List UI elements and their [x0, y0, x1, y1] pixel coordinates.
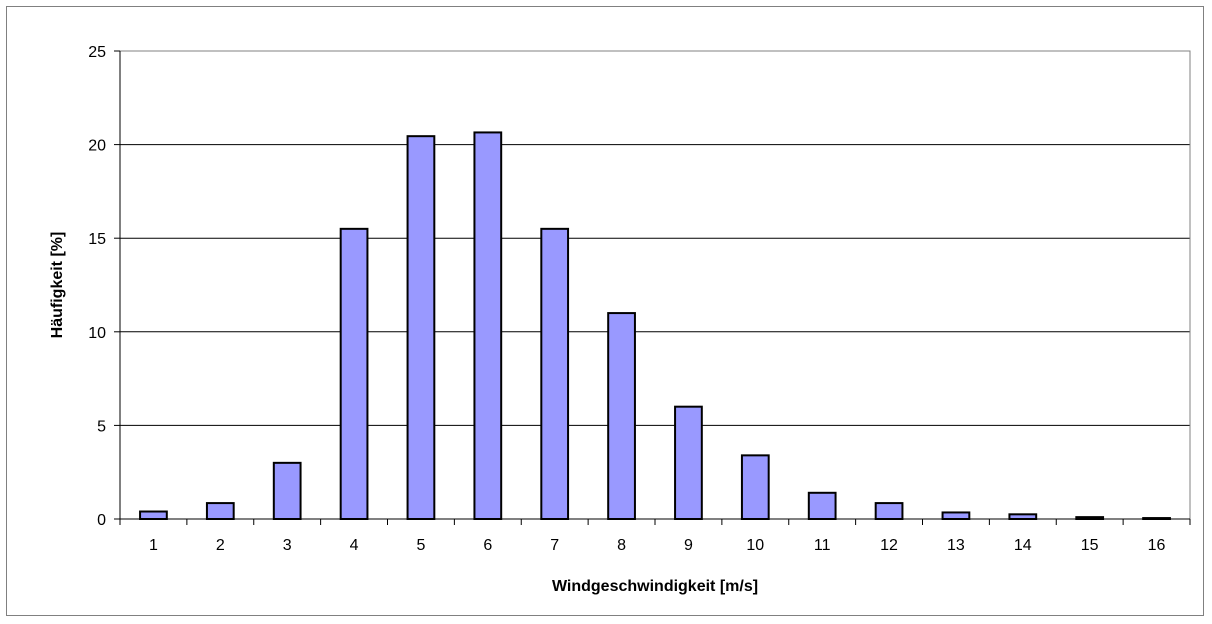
x-tick-label: 11 [814, 537, 831, 554]
x-tick-label: 9 [684, 537, 693, 554]
bar-7 [540, 227, 570, 520]
bars [139, 131, 1171, 521]
y-tick-label: 15 [88, 231, 106, 248]
x-tick-label: 4 [350, 537, 359, 554]
bar-2 [205, 502, 235, 521]
x-tick-label: 8 [617, 537, 626, 554]
bar-5 [406, 135, 436, 520]
bar-8 [607, 312, 636, 520]
x-tick-label: 16 [1148, 537, 1166, 554]
y-tick-label: 20 [88, 138, 106, 155]
gridlines [120, 50, 1190, 426]
bar-11 [807, 491, 837, 520]
y-tick-label: 25 [88, 44, 106, 61]
y-axis-title: Häufigkeit [%] [49, 232, 66, 339]
bar-14 [1008, 513, 1038, 521]
bar-6 [473, 131, 503, 520]
x-tick-label: 12 [880, 537, 898, 554]
x-tick-label: 7 [550, 537, 559, 554]
bar-13 [941, 511, 971, 520]
x-tick-label: 3 [283, 537, 292, 554]
x-tick-label: 10 [746, 537, 764, 554]
x-tick-label: 13 [947, 537, 965, 554]
bar-9 [674, 405, 703, 520]
x-tick-label: 15 [1081, 537, 1099, 554]
x-tick-label: 1 [149, 537, 158, 554]
bar-1 [139, 510, 168, 520]
axes [114, 50, 1191, 525]
plot-area [119, 50, 1191, 520]
bar-3 [272, 461, 302, 520]
x-tick-label: 6 [483, 537, 492, 554]
chart-frame [6, 6, 1204, 616]
bar-12 [874, 502, 904, 521]
y-tick-label: 10 [88, 325, 106, 342]
x-axis-title: Windgeschwindigkeit [m/s] [552, 578, 758, 595]
y-tick-labels: 0 5 10 15 20 25 [88, 44, 106, 529]
x-tick-label: 14 [1014, 537, 1032, 554]
x-tick-label: 5 [416, 537, 425, 554]
bar-4 [339, 227, 369, 520]
x-tick-labels: 1 2 3 4 5 6 7 8 9 10 11 12 13 14 15 16 [149, 537, 1166, 554]
y-tick-label: 0 [97, 512, 106, 529]
y-tick-label: 5 [97, 418, 106, 435]
x-tick-label: 2 [216, 537, 225, 554]
bar-10 [740, 454, 770, 520]
